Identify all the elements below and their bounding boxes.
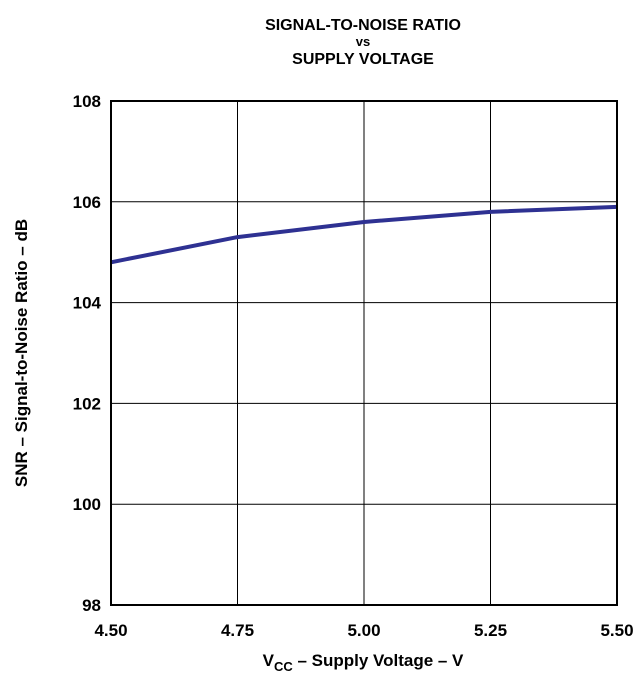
chart-title-line-3: SUPPLY VOLTAGE xyxy=(292,51,434,68)
y-axis-label: SNR – Signal-to-Noise Ratio – dB xyxy=(12,219,31,487)
y-tick-label: 98 xyxy=(82,596,101,615)
y-tick-label: 104 xyxy=(73,294,102,313)
x-tick-label: 5.00 xyxy=(347,621,380,640)
series-layer xyxy=(110,204,618,265)
x-tick-label: 4.50 xyxy=(94,621,127,640)
x-axis-label-rest: – Supply Voltage – V xyxy=(293,651,464,670)
chart-title: SIGNAL-TO-NOISE RATIO vs SUPPLY VOLTAGE xyxy=(265,17,461,68)
plot-frame xyxy=(110,100,618,606)
x-tick-label: 5.25 xyxy=(474,621,507,640)
x-tick-label: 5.50 xyxy=(600,621,633,640)
y-tick-label: 100 xyxy=(73,495,101,514)
x-axis-label-subscript: CC xyxy=(274,659,293,673)
x-tick-label: 4.75 xyxy=(221,621,254,640)
x-tick-labels: 4.50 4.75 5.00 5.25 5.50 xyxy=(94,621,633,640)
series-line xyxy=(110,204,618,265)
chart-title-line-1: SIGNAL-TO-NOISE RATIO xyxy=(265,17,461,34)
grid-lines xyxy=(111,101,617,605)
y-tick-labels: 98 100 102 104 106 108 xyxy=(73,92,102,615)
y-tick-label: 108 xyxy=(73,92,101,111)
chart-title-line-2: vs xyxy=(356,34,370,49)
x-axis-label: VCC – Supply Voltage – V xyxy=(263,651,464,673)
x-axis-label-main: V xyxy=(263,651,275,670)
y-tick-label: 106 xyxy=(73,193,101,212)
y-tick-label: 102 xyxy=(73,394,101,413)
